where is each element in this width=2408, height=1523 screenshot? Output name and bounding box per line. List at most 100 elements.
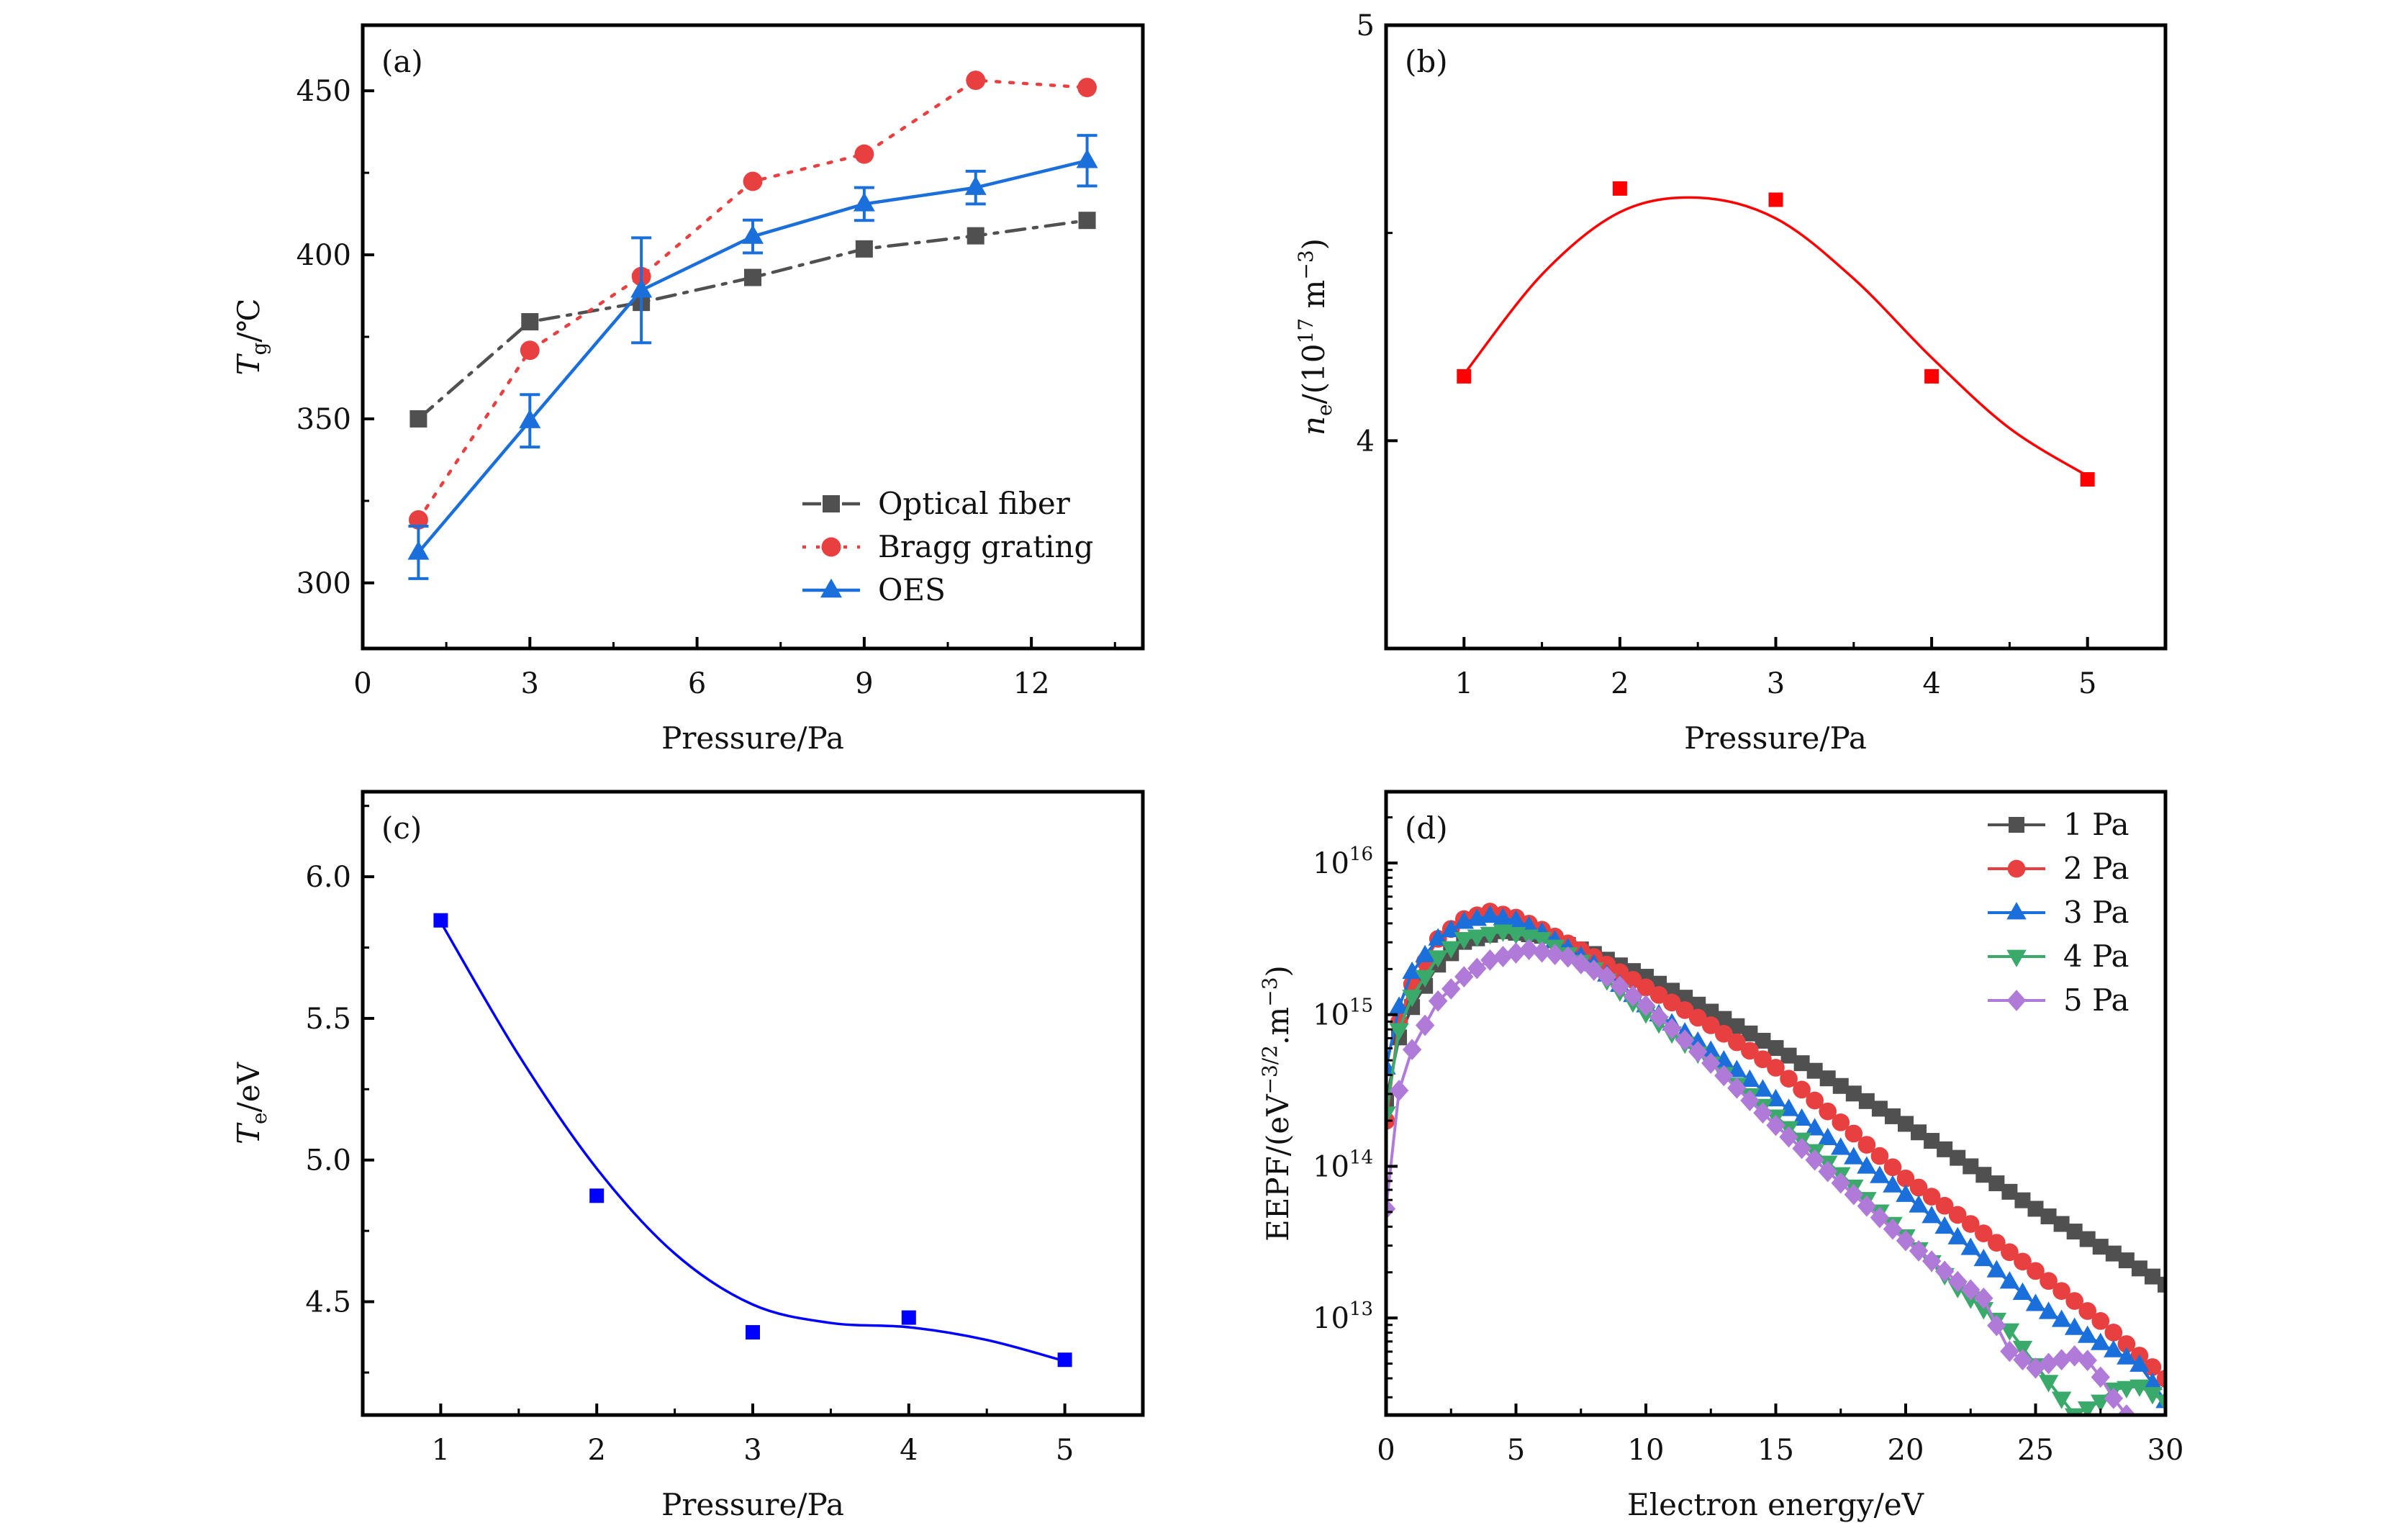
panel-d-ylabel-main: EEPF/(eV — [1260, 1094, 1295, 1242]
x-tick-label: 4 — [1922, 667, 1940, 700]
data-point — [2064, 1317, 2085, 1335]
data-point — [1739, 1069, 1760, 1088]
data-point — [1806, 1091, 1824, 1110]
data-point — [1948, 1270, 1968, 1293]
data-point — [1493, 908, 1513, 926]
data-point — [2131, 1260, 2147, 1277]
panel-c-ylabel-main: T — [231, 1122, 266, 1144]
data-point — [1960, 1237, 1981, 1255]
panel-b-ylabel-exp2: −3 — [1294, 250, 1318, 279]
data-point — [1688, 1008, 1707, 1027]
panel-b-ylabel-sub: e — [1313, 404, 1336, 416]
data-point — [2014, 1192, 2031, 1208]
y-tick-exponent: 13 — [1349, 1298, 1373, 1320]
series-line — [1386, 929, 2165, 1415]
data-point — [1934, 1260, 1955, 1283]
x-tick-label: 1 — [432, 1434, 450, 1467]
panel-c-ylabel-unit: /eV — [231, 1062, 266, 1112]
data-point — [1662, 1018, 1682, 1039]
legend-marker — [823, 495, 840, 512]
data-point — [1545, 944, 1565, 966]
panel-b-ylabel: ne/(1017 m−3) — [1294, 238, 1336, 435]
data-point — [1937, 1141, 1953, 1157]
data-point — [1935, 1196, 1954, 1215]
data-point — [1988, 1234, 2006, 1252]
y-tick-label: 1016 — [1313, 844, 1373, 880]
x-tick-label: 0 — [1377, 1434, 1395, 1467]
x-tick-label: 0 — [353, 667, 371, 700]
data-point — [1532, 941, 1552, 963]
data-point — [1493, 946, 1513, 967]
data-point — [1896, 1184, 1916, 1202]
data-point — [1623, 985, 1643, 1007]
x-tick-label: 25 — [2017, 1434, 2054, 1467]
data-point — [2078, 1350, 2097, 1371]
y-tick-label: 5 — [1357, 9, 1375, 42]
data-point — [2051, 1309, 2072, 1327]
panel-b-xlabel: Pressure/Pa — [1684, 720, 1867, 756]
data-point — [1714, 1065, 1734, 1087]
data-point — [964, 176, 987, 195]
panel-c-axes: 1 2 3 4 5 4.5 5.0 5.5 6.0 — [305, 790, 1145, 1467]
data-point — [1402, 990, 1422, 1008]
data-point — [742, 225, 764, 244]
data-point — [2117, 1347, 2137, 1365]
x-tick-label: 9 — [855, 667, 873, 700]
data-point — [2104, 1324, 2123, 1342]
data-point — [1610, 975, 1630, 998]
panel-c-xlabel: Pressure/Pa — [661, 1487, 844, 1522]
panel-a-ylabel-main: T — [231, 353, 266, 376]
data-point — [854, 144, 874, 164]
data-point — [1454, 966, 1474, 988]
panel-d-label: (d) — [1405, 810, 1448, 846]
data-point — [1688, 1041, 1708, 1062]
data-point — [2053, 1216, 2070, 1232]
legend-marker — [2006, 949, 2027, 967]
data-point — [1793, 1055, 1810, 1072]
data-point — [1858, 1093, 1875, 1109]
data-point — [2039, 1352, 2058, 1375]
data-point — [2091, 1332, 2111, 1350]
data-point — [1415, 944, 1435, 962]
data-point — [1729, 1018, 1745, 1034]
series-4-pa — [1386, 924, 2165, 1415]
data-point — [1766, 1114, 1785, 1136]
data-point — [2079, 1231, 2096, 1247]
data-point — [1675, 1029, 1695, 1051]
data-point — [2040, 1272, 2058, 1291]
data-point — [1675, 1001, 1694, 1019]
data-point — [1924, 1133, 1940, 1149]
data-point — [407, 541, 430, 560]
x-tick-label: 3 — [521, 667, 539, 700]
panel-d-ylabel: EEPF/(eV−3/2.m−3) — [1258, 965, 1295, 1242]
data-point — [901, 1310, 916, 1325]
data-point — [1986, 1260, 2007, 1278]
data-point — [1973, 1248, 1994, 1267]
data-point — [2014, 1252, 2032, 1271]
data-point — [1806, 1062, 1823, 1079]
data-point — [1884, 1108, 1901, 1124]
data-point — [1948, 1206, 1967, 1224]
data-point — [1506, 942, 1526, 964]
data-point — [2104, 1387, 2123, 1409]
x-tick-label: 2 — [1611, 667, 1629, 700]
data-point — [2064, 1408, 2085, 1415]
y-tick-label: 1015 — [1313, 995, 1373, 1032]
data-point — [2144, 1268, 2160, 1285]
data-point — [1701, 1040, 1721, 1058]
data-point — [2038, 1301, 2059, 1319]
panel-d-ylabel-exp2: −3 — [1258, 977, 1282, 1006]
panel-b-ylabel-main: n — [1296, 416, 1331, 435]
data-point — [2051, 1391, 2072, 1409]
legend-item: 3 Pa — [1988, 895, 2129, 930]
data-point — [966, 71, 986, 91]
data-point — [1857, 1136, 1876, 1154]
fit-curve — [1462, 196, 2088, 477]
data-point — [1701, 1016, 1720, 1034]
data-point — [1076, 149, 1098, 168]
data-point — [1922, 1206, 1942, 1224]
data-point — [1950, 1149, 1966, 1166]
data-point — [1818, 1160, 1837, 1183]
